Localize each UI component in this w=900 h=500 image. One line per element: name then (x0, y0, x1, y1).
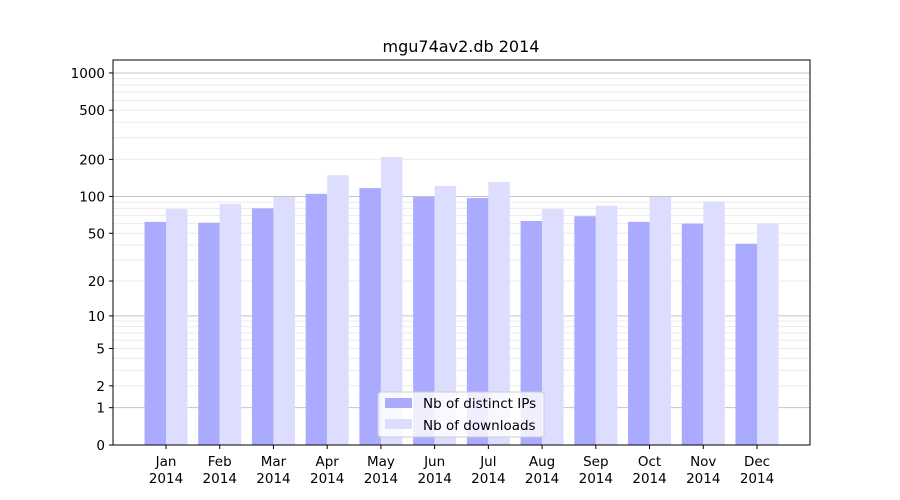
bar-downloads (219, 203, 242, 445)
bar-downloads (703, 201, 725, 445)
x-tick-label-month: Sep (583, 454, 608, 470)
bar-downloads (488, 182, 510, 445)
y-tick-label: 10 (88, 309, 105, 325)
x-tick-label-month: Feb (208, 454, 232, 470)
x-tick-label-month: Aug (529, 454, 555, 470)
x-tick-label-month: May (367, 454, 395, 470)
y-axis: 0 1 2 5 10 20 50 100 200 500 1000 (71, 66, 113, 454)
x-tick-label-year: 2014 (686, 471, 720, 487)
y-tick-label: 100 (79, 189, 105, 205)
bar-distinct-ips (628, 221, 650, 445)
chart-title: mgu74av2.db 2014 (383, 37, 540, 56)
bar-downloads (380, 157, 403, 445)
bar-distinct-ips (735, 243, 757, 445)
legend-label-ips: Nb of distinct IPs (423, 396, 536, 412)
y-tick-label: 2 (96, 379, 105, 395)
x-tick-label-month: Dec (744, 454, 770, 470)
bar-distinct-ips (574, 216, 596, 445)
y-tick-label: 500 (79, 103, 105, 119)
bar-downloads (595, 205, 618, 445)
legend-swatch-ips (385, 398, 412, 408)
plot-frame (112, 59, 811, 446)
x-tick-label-year: 2014 (203, 471, 237, 487)
bar-downloads (757, 223, 779, 445)
bar-distinct-ips (681, 223, 704, 445)
x-tick-label-year: 2014 (417, 471, 451, 487)
y-tick-label: 50 (88, 226, 105, 242)
x-tick-label-month: Oct (638, 454, 661, 470)
bar-distinct-ips (251, 208, 274, 445)
legend-swatch-downloads (385, 419, 412, 429)
bar-distinct-ips (198, 222, 220, 445)
x-tick-label-year: 2014 (740, 471, 774, 487)
y-tick-label: 20 (88, 274, 105, 290)
y-tick-label: 0 (96, 438, 105, 454)
legend-box (377, 391, 545, 438)
x-tick-label-year: 2014 (256, 471, 290, 487)
bar-distinct-ips (305, 193, 328, 445)
x-tick-label-year: 2014 (364, 471, 398, 487)
bar-downloads (649, 197, 672, 445)
bar-downloads (542, 209, 564, 445)
legend-label-downloads: Nb of downloads (423, 418, 536, 434)
x-tick-label-month: Jan (155, 454, 177, 470)
x-tick-label-month: Nov (690, 454, 716, 470)
bars (144, 157, 779, 446)
x-tick-label-year: 2014 (149, 471, 183, 487)
y-tick-label: 1 (96, 401, 105, 417)
y-tick-label: 5 (96, 342, 105, 358)
y-tick-label: 1000 (71, 66, 105, 82)
x-tick-label-month: Apr (316, 454, 340, 470)
legend: Nb of distinct IPs Nb of downloads (377, 391, 545, 438)
x-tick-label-month: Jun (423, 454, 445, 470)
y-tick-label: 200 (79, 152, 105, 168)
x-tick-label-year: 2014 (525, 471, 559, 487)
bar-distinct-ips (359, 188, 381, 446)
x-tick-label-year: 2014 (471, 471, 505, 487)
bar-downloads (273, 197, 295, 445)
bar-distinct-ips (413, 197, 435, 445)
bar-downloads (166, 209, 188, 445)
bar-downloads (327, 175, 349, 446)
bar-distinct-ips (466, 198, 489, 445)
bar-downloads (434, 185, 457, 446)
x-tick-label-year: 2014 (579, 471, 613, 487)
x-tick-label-month: Jul (479, 454, 496, 470)
x-tick-label-year: 2014 (310, 471, 344, 487)
bar-distinct-ips (520, 221, 543, 445)
x-tick-label-year: 2014 (632, 471, 666, 487)
x-axis: Jan2014Feb2014Mar2014Apr2014May2014Jun20… (149, 445, 774, 487)
x-tick-label-month: Mar (261, 454, 287, 470)
bar-distinct-ips (144, 221, 166, 445)
